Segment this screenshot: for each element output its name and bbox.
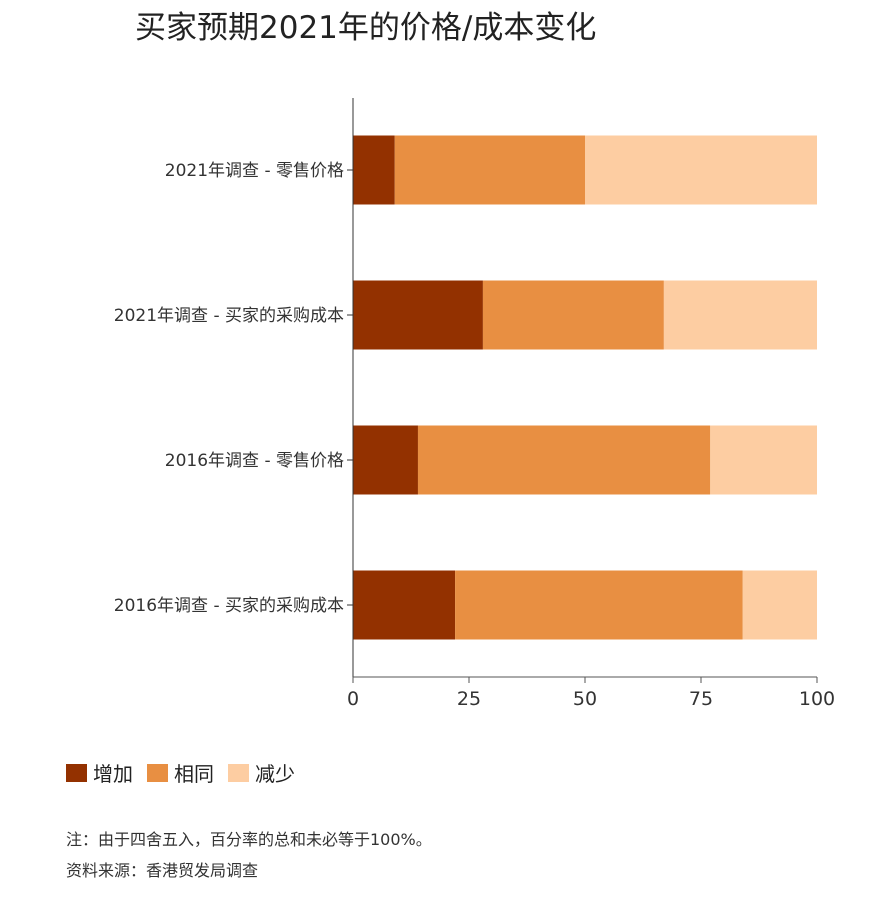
bar-segment-same-4[interactable]	[455, 570, 743, 640]
legend-swatch-same	[147, 763, 168, 782]
bar-segment-decrease-1[interactable]	[585, 135, 817, 205]
stacked-bar-chart: 2021年调查 - 零售价格 2021年调查 - 买家的采购成本 2016年调查 -…	[114, 98, 835, 710]
bar-segment-increase-2[interactable]	[353, 280, 483, 350]
bar-segment-increase-4[interactable]	[353, 570, 456, 640]
x-tick-label-75: 75	[689, 688, 713, 710]
x-tick-label-25: 25	[457, 688, 481, 710]
legend-swatch-increase	[66, 763, 87, 782]
chart-title: 买家预期2021年的价格/成本变化	[135, 10, 597, 46]
bar-segment-increase-3[interactable]	[353, 425, 418, 495]
bar-segment-increase-1[interactable]	[353, 135, 395, 205]
bar-segment-same-3[interactable]	[417, 425, 711, 495]
category-label-1: 2021年调查 - 零售价格	[165, 161, 344, 181]
x-tick-label-100: 100	[799, 688, 835, 710]
category-label-3: 2016年调查 - 零售价格	[165, 451, 344, 471]
legend-label-same: 相同	[174, 762, 214, 786]
legend-label-decrease: 减少	[255, 762, 295, 786]
bar-segment-same-2[interactable]	[482, 280, 664, 350]
category-label-2: 2021年调查 - 买家的采购成本	[114, 306, 344, 326]
legend-item-increase[interactable]: 增加	[66, 758, 133, 787]
bars-layer	[353, 135, 817, 640]
rounding-note: 注：由于四舍五入，百分率的总和未必等于100%。	[66, 830, 432, 849]
legend-label-increase: 增加	[93, 762, 133, 786]
x-tick-label-0: 0	[347, 688, 359, 710]
category-label-4: 2016年调查 - 买家的采购成本	[114, 596, 344, 616]
bar-segment-decrease-3[interactable]	[710, 425, 817, 495]
x-tick-label-50: 50	[573, 688, 597, 710]
legend-swatch-decrease	[228, 763, 249, 782]
bar-segment-decrease-2[interactable]	[663, 280, 817, 350]
axes-layer: 2021年调查 - 零售价格 2021年调查 - 买家的采购成本 2016年调查 -…	[114, 98, 835, 710]
legend-item-decrease[interactable]: 减少	[228, 758, 295, 787]
source-note: 资料来源：香港贸发局调查	[66, 861, 259, 880]
legend: 增加 相同 减少	[66, 758, 309, 787]
bar-segment-decrease-4[interactable]	[742, 570, 817, 640]
bar-segment-same-1[interactable]	[394, 135, 585, 205]
legend-item-same[interactable]: 相同	[147, 758, 214, 787]
